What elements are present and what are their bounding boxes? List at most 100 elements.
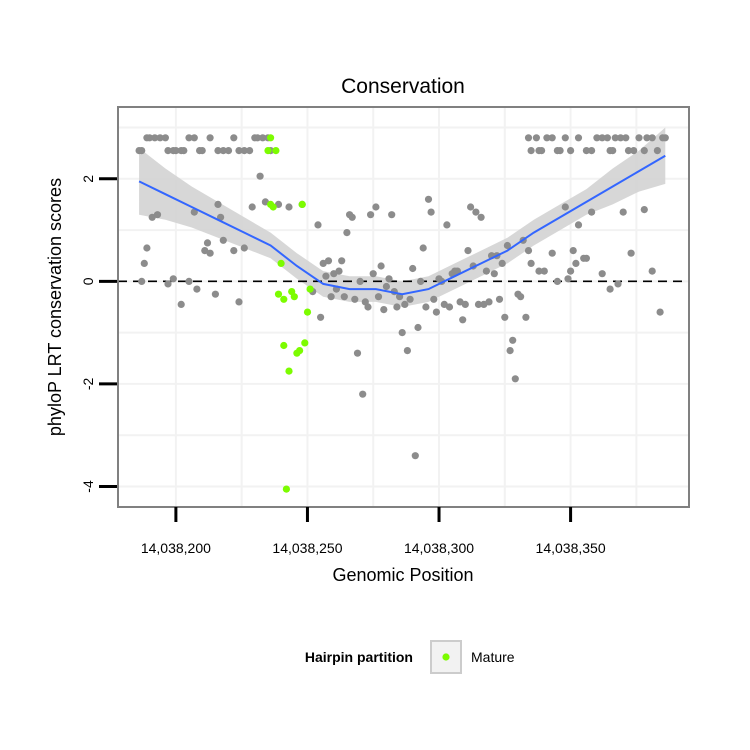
other-point [403, 347, 411, 355]
other-point [206, 134, 214, 142]
other-point [411, 452, 419, 460]
other-point [372, 203, 380, 211]
other-point [472, 208, 480, 216]
other-point [193, 285, 201, 293]
other-point [593, 134, 601, 142]
other-point [156, 134, 164, 142]
other-point [338, 257, 346, 265]
other-point [606, 285, 614, 293]
other-point [603, 134, 612, 142]
other-point [164, 147, 172, 155]
other-point [185, 134, 193, 142]
other-point [561, 134, 569, 142]
y-tick-label: -2 [80, 377, 96, 390]
other-point [401, 300, 409, 308]
other-point [506, 347, 514, 355]
other-point [151, 134, 159, 142]
other-point [574, 221, 583, 229]
other-point [503, 241, 511, 250]
other-point [256, 172, 264, 180]
other-point [246, 147, 254, 155]
other-point [398, 329, 406, 337]
other-point [177, 300, 185, 308]
other-point [324, 257, 333, 265]
other-point [138, 147, 146, 155]
other-point [569, 247, 577, 255]
other-point [235, 147, 243, 155]
axes: 14,038,200 14,038,250 14,038,300 14,038,350… [80, 175, 606, 556]
other-point [495, 295, 504, 303]
mature-point [303, 308, 312, 316]
other-point [143, 244, 151, 252]
other-point [190, 208, 198, 216]
other-point [369, 270, 377, 278]
other-point [474, 300, 483, 308]
other-point [364, 303, 372, 311]
other-point [582, 147, 591, 155]
other-point [214, 200, 222, 208]
mature-point [296, 347, 304, 355]
other-point [140, 259, 148, 267]
smooth-line [138, 154, 666, 296]
other-point [206, 249, 214, 257]
y-tick-label: 2 [80, 175, 96, 183]
x-axis-label: Genomic Position [332, 565, 473, 585]
other-point [588, 147, 596, 155]
other-point [359, 390, 367, 398]
other-point [443, 221, 451, 229]
other-point [464, 247, 472, 255]
legend-title: Hairpin partition [305, 649, 413, 665]
other-point [172, 147, 180, 155]
mature-point [280, 341, 288, 350]
other-point [327, 293, 335, 301]
other-point [180, 147, 188, 155]
other-point [240, 147, 248, 155]
other-point [417, 277, 425, 285]
mature-point [282, 485, 290, 493]
other-point [406, 295, 414, 303]
other-point [524, 134, 533, 142]
other-point [459, 316, 467, 324]
other-point [511, 375, 519, 383]
other-point [561, 203, 569, 211]
other-point [653, 147, 662, 155]
other-point [367, 211, 375, 219]
other-point [501, 313, 509, 321]
other-point [138, 277, 146, 285]
other-point [259, 134, 267, 142]
other-point [388, 211, 396, 219]
other-point [556, 147, 564, 155]
panel-border [117, 106, 690, 508]
other-point [611, 134, 619, 142]
other-point [211, 290, 219, 298]
x-tick-label: 14,038,300 [404, 540, 474, 556]
other-point [648, 134, 656, 142]
mature-point [280, 295, 288, 303]
mature-point [272, 147, 280, 155]
other-point [219, 147, 227, 155]
mature-point [277, 259, 285, 267]
other-point [409, 264, 417, 273]
other-point [572, 259, 580, 267]
other-point [461, 300, 469, 308]
other-point [422, 303, 430, 311]
x-tick-label: 14,038,250 [272, 540, 342, 556]
other-point [467, 203, 475, 211]
other-point [340, 293, 348, 301]
other-point [190, 134, 198, 142]
other-point [153, 211, 162, 219]
other-point [614, 280, 622, 288]
other-point [161, 134, 169, 142]
chart-title: Conservation [341, 75, 465, 98]
other-point [219, 236, 227, 244]
other-point [588, 208, 596, 216]
other-point [524, 247, 533, 255]
other-point [351, 295, 359, 303]
mature-point [290, 293, 298, 301]
mature-point [269, 203, 277, 211]
other-point [377, 262, 385, 270]
other-point [643, 134, 651, 142]
mature-point [298, 200, 306, 208]
other-point [640, 206, 648, 214]
other-point [619, 208, 627, 216]
